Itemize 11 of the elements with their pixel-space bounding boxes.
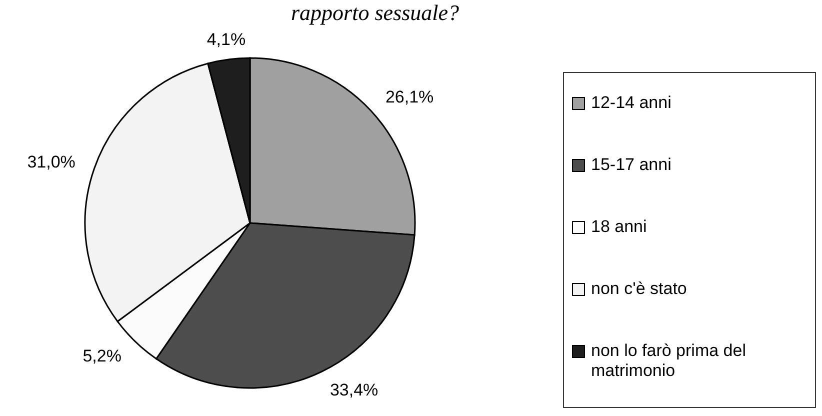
legend-label: non c'è stato [591, 279, 687, 299]
chart-title: rapporto sessuale? [290, 0, 460, 25]
legend-label: 18 anni [591, 217, 647, 237]
data-label: 5,2% [82, 346, 122, 366]
data-label: 33,4% [330, 380, 378, 400]
data-label: 4,1% [206, 30, 246, 50]
data-label: 26,1% [385, 88, 434, 107]
legend-label: 12-14 anni [591, 93, 672, 113]
legend-label: non lo farò prima del matrimonio [591, 341, 747, 381]
data-label: 31,0% [27, 152, 76, 172]
legend-label: 15-17 anni [591, 155, 672, 175]
